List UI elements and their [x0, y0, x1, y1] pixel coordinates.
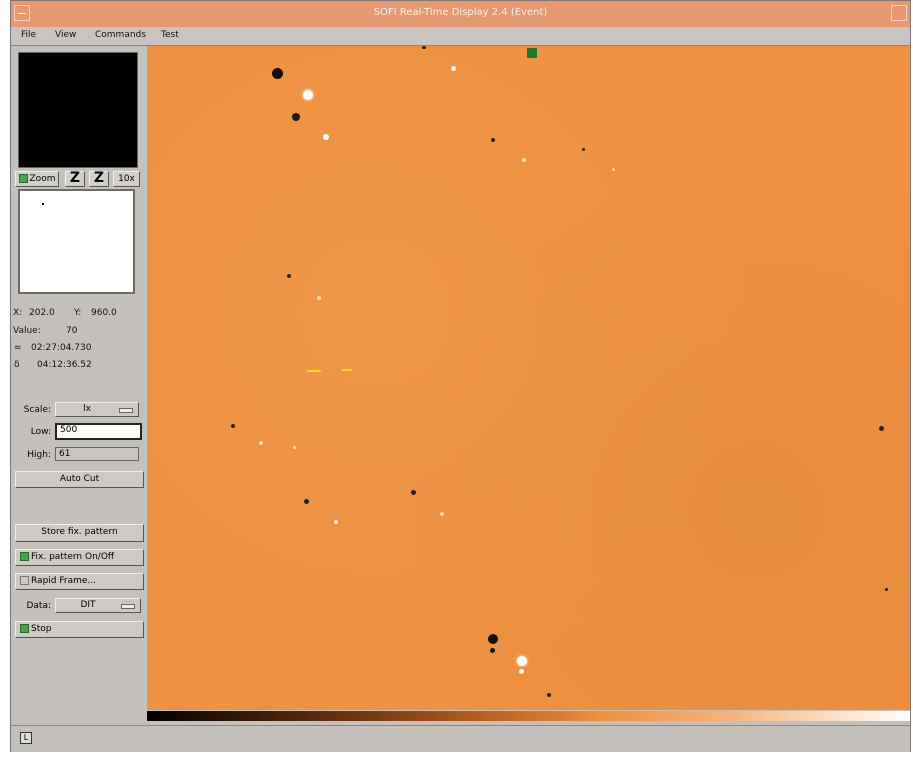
high-cut-input[interactable]: 61	[55, 447, 139, 461]
zoom-indicator-icon	[18, 174, 28, 183]
window-title: SOFI Real-Time Display 2.4 (Event)	[373, 7, 548, 18]
store-fix-pattern-button[interactable]: Store fix. pattern	[15, 524, 144, 542]
data-select[interactable]: DIT	[55, 598, 141, 613]
ra-label: =	[14, 343, 22, 353]
magnifier-view	[18, 189, 135, 294]
scale-value: lx	[83, 404, 91, 414]
zoom-out-button[interactable]: Z	[65, 171, 85, 187]
stop-indicator-icon	[20, 624, 29, 633]
zoom-factor-button[interactable]: 10x	[113, 171, 140, 187]
menu-commands[interactable]: Commands	[95, 30, 146, 40]
green-marker[interactable]	[527, 48, 537, 58]
star	[490, 648, 495, 653]
star	[519, 669, 524, 674]
rapid-frame-toggle[interactable]: Rapid Frame...	[15, 573, 144, 590]
dec-value: 04:12:36.52	[37, 360, 92, 370]
low-cut-input[interactable]: 500	[55, 423, 142, 440]
window-menu-icon[interactable]	[14, 5, 30, 21]
data-label: Data:	[26, 601, 51, 611]
image-texture	[147, 46, 910, 710]
menu-bar: File View Commands Test	[11, 27, 910, 46]
stop-toggle[interactable]: Stop	[15, 621, 144, 638]
title-bar[interactable]: SOFI Real-Time Display 2.4 (Event)	[11, 1, 910, 28]
value-label: Value:	[13, 326, 41, 336]
star	[491, 138, 495, 142]
yellow-marker	[307, 370, 321, 372]
app-window: SOFI Real-Time Display 2.4 (Event) File …	[10, 0, 911, 752]
star	[334, 520, 338, 524]
menu-file[interactable]: File	[21, 30, 37, 40]
low-label: Low:	[30, 427, 51, 437]
star	[293, 446, 296, 449]
zoom-in-button[interactable]: Z	[89, 171, 109, 187]
window-maximize-icon[interactable]	[891, 5, 907, 21]
star	[317, 296, 321, 300]
star	[885, 588, 888, 591]
zoom-toggle[interactable]: Zoom	[15, 171, 59, 187]
status-bar: L	[11, 725, 910, 752]
pixel-value: 70	[66, 326, 78, 336]
star	[612, 168, 615, 171]
menu-test[interactable]: Test	[161, 30, 179, 40]
data-value: DIT	[80, 600, 96, 610]
control-panel: Zoom Z Z 10x X: 202.0 Y: 960.0 Value: 70…	[11, 46, 145, 726]
star	[323, 134, 329, 140]
star	[517, 656, 527, 666]
star	[287, 274, 291, 278]
fix-pattern-label: Fix. pattern On/Off	[31, 552, 115, 562]
star	[582, 148, 585, 151]
panner-view[interactable]	[18, 52, 138, 168]
menu-view[interactable]: View	[55, 30, 77, 40]
zoom-controls: Zoom Z Z 10x	[15, 171, 143, 188]
star	[259, 441, 263, 445]
star	[303, 90, 313, 100]
star	[440, 512, 444, 516]
option-menu-icon	[119, 408, 133, 413]
star	[451, 66, 456, 71]
y-value: 960.0	[91, 308, 117, 318]
status-icon[interactable]: L	[20, 732, 32, 744]
star	[411, 490, 416, 495]
dec-label: δ	[14, 360, 20, 370]
yellow-marker	[342, 369, 352, 371]
magnifier-pixel	[42, 203, 44, 205]
rapid-frame-label: Rapid Frame...	[31, 576, 96, 586]
fix-pattern-toggle[interactable]: Fix. pattern On/Off	[15, 549, 144, 566]
x-label: X:	[13, 308, 23, 318]
star	[879, 426, 884, 431]
rapid-frame-indicator-icon	[20, 576, 29, 585]
fix-pattern-indicator-icon	[20, 552, 29, 561]
option-menu-icon	[121, 604, 135, 609]
stop-label: Stop	[31, 624, 52, 634]
star	[488, 634, 498, 644]
x-value: 202.0	[29, 308, 55, 318]
image-display[interactable]	[147, 46, 910, 710]
star	[547, 693, 551, 697]
star	[304, 499, 309, 504]
zoom-label: Zoom	[29, 174, 56, 184]
high-label: High:	[27, 450, 51, 460]
star	[292, 113, 300, 121]
y-label: Y:	[74, 308, 82, 318]
star	[231, 424, 235, 428]
star	[272, 68, 283, 79]
colorbar	[147, 711, 910, 721]
scale-label: Scale:	[23, 405, 51, 415]
star	[522, 158, 526, 162]
scale-select[interactable]: lx	[55, 402, 139, 417]
star	[422, 46, 426, 49]
ra-value: 02:27:04.730	[31, 343, 92, 353]
auto-cut-button[interactable]: Auto Cut	[15, 471, 144, 488]
